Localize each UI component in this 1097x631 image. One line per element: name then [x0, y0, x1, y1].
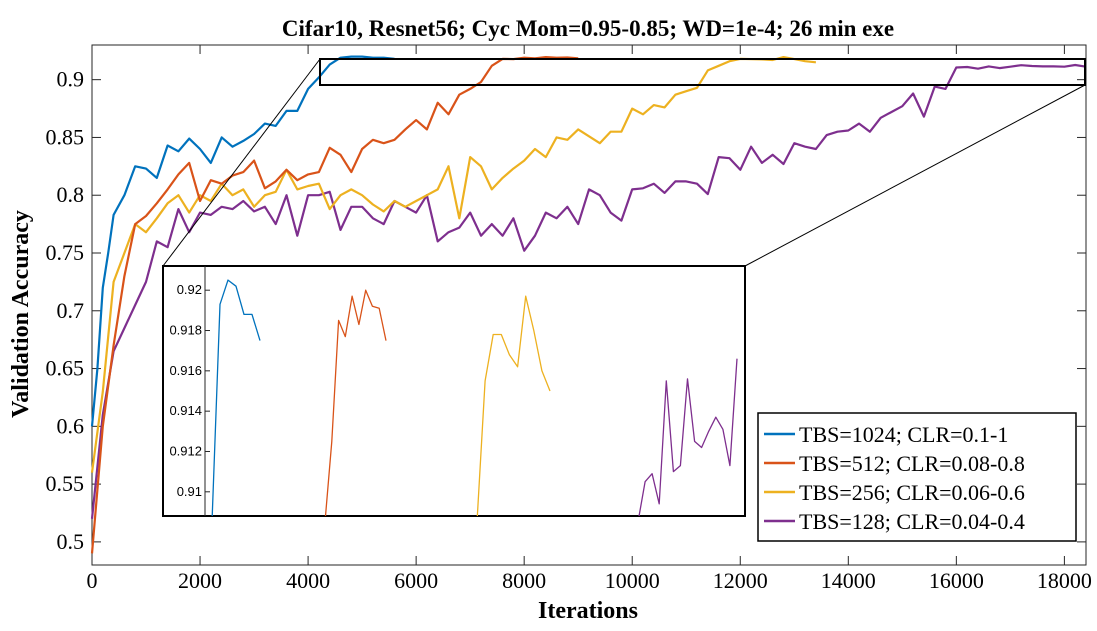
- series-line: [90, 63, 1087, 519]
- main-plot-frame: [91, 44, 1087, 566]
- inset-series: [211, 279, 738, 516]
- legend-entry-label: TBS=256; CLR=0.06-0.6: [799, 480, 1025, 505]
- inset-y-tick-label: 0.918: [169, 323, 202, 338]
- y-tick-label: 0.8: [57, 182, 85, 207]
- inset-y-tick-label: 0.92: [177, 282, 202, 297]
- x-tick-label: 14000: [821, 568, 876, 593]
- legend-entry-label: TBS=512; CLR=0.08-0.8: [799, 451, 1025, 476]
- x-tick-label: 16000: [929, 568, 984, 593]
- main-axes: 0 2000 4000 6000 8000 10000 12000 14000 16000 180…: [46, 44, 1092, 593]
- inset-y-tick-label: 0.912: [169, 443, 202, 458]
- inset-y-tick-label: 0.914: [169, 403, 202, 418]
- legend-entry-label: TBS=1024; CLR=0.1-1: [799, 422, 1008, 447]
- x-tick-label: 12000: [713, 568, 768, 593]
- y-axis-label: Validation Accuracy: [8, 210, 34, 418]
- x-tick-label: 4000: [286, 568, 330, 593]
- x-tick-label: 2000: [178, 568, 222, 593]
- y-tick-label: 0.7: [57, 298, 85, 323]
- series-line: [90, 55, 579, 554]
- inset-frame: [162, 265, 746, 517]
- inset-series-line: [476, 295, 551, 516]
- x-tick-label: 18000: [1037, 568, 1092, 593]
- y-tick-label: 0.85: [46, 124, 85, 149]
- inset-series-line: [211, 279, 261, 516]
- legend: TBS=1024; CLR=0.1-1 TBS=512; CLR=0.08-0.8…: [757, 412, 1077, 542]
- y-tick-label: 0.65: [46, 356, 85, 381]
- y-tick-label: 0.5: [57, 529, 85, 554]
- inset-series-line: [324, 289, 387, 516]
- y-tick-label: 0.55: [46, 471, 85, 496]
- inset-zoom-panel: 0.91 0.912 0.914 0.916 0.918 0.92: [162, 265, 746, 517]
- y-tick-label: 0.6: [57, 413, 85, 438]
- x-axis-label: Iterations: [538, 598, 638, 624]
- chart-title: Cifar10, Resnet56; Cyc Mom=0.95-0.85; WD…: [282, 16, 894, 41]
- legend-box: [757, 412, 1077, 542]
- x-tick-label: 0: [87, 568, 98, 593]
- zoom-connector-right: [744, 84, 1086, 267]
- inset-y-tick-label: 0.91: [177, 484, 202, 499]
- y-tick-label: 0.75: [46, 240, 85, 265]
- x-tick-label: 10000: [605, 568, 660, 593]
- inset-y-tick-label: 0.916: [169, 363, 202, 378]
- zoom-rectangle: [319, 58, 1086, 86]
- y-tick-label: 0.9: [57, 67, 85, 92]
- zoom-region-box: [162, 58, 1086, 267]
- x-tick-label: 6000: [394, 568, 438, 593]
- x-tick-label: 8000: [502, 568, 546, 593]
- zoom-connector-left: [162, 58, 321, 267]
- legend-entry-label: TBS=128; CLR=0.04-0.4: [799, 509, 1025, 534]
- series-line: [90, 55, 817, 473]
- inset-series-line: [638, 358, 738, 516]
- series-line: [90, 55, 395, 427]
- series-lines: [90, 55, 1087, 554]
